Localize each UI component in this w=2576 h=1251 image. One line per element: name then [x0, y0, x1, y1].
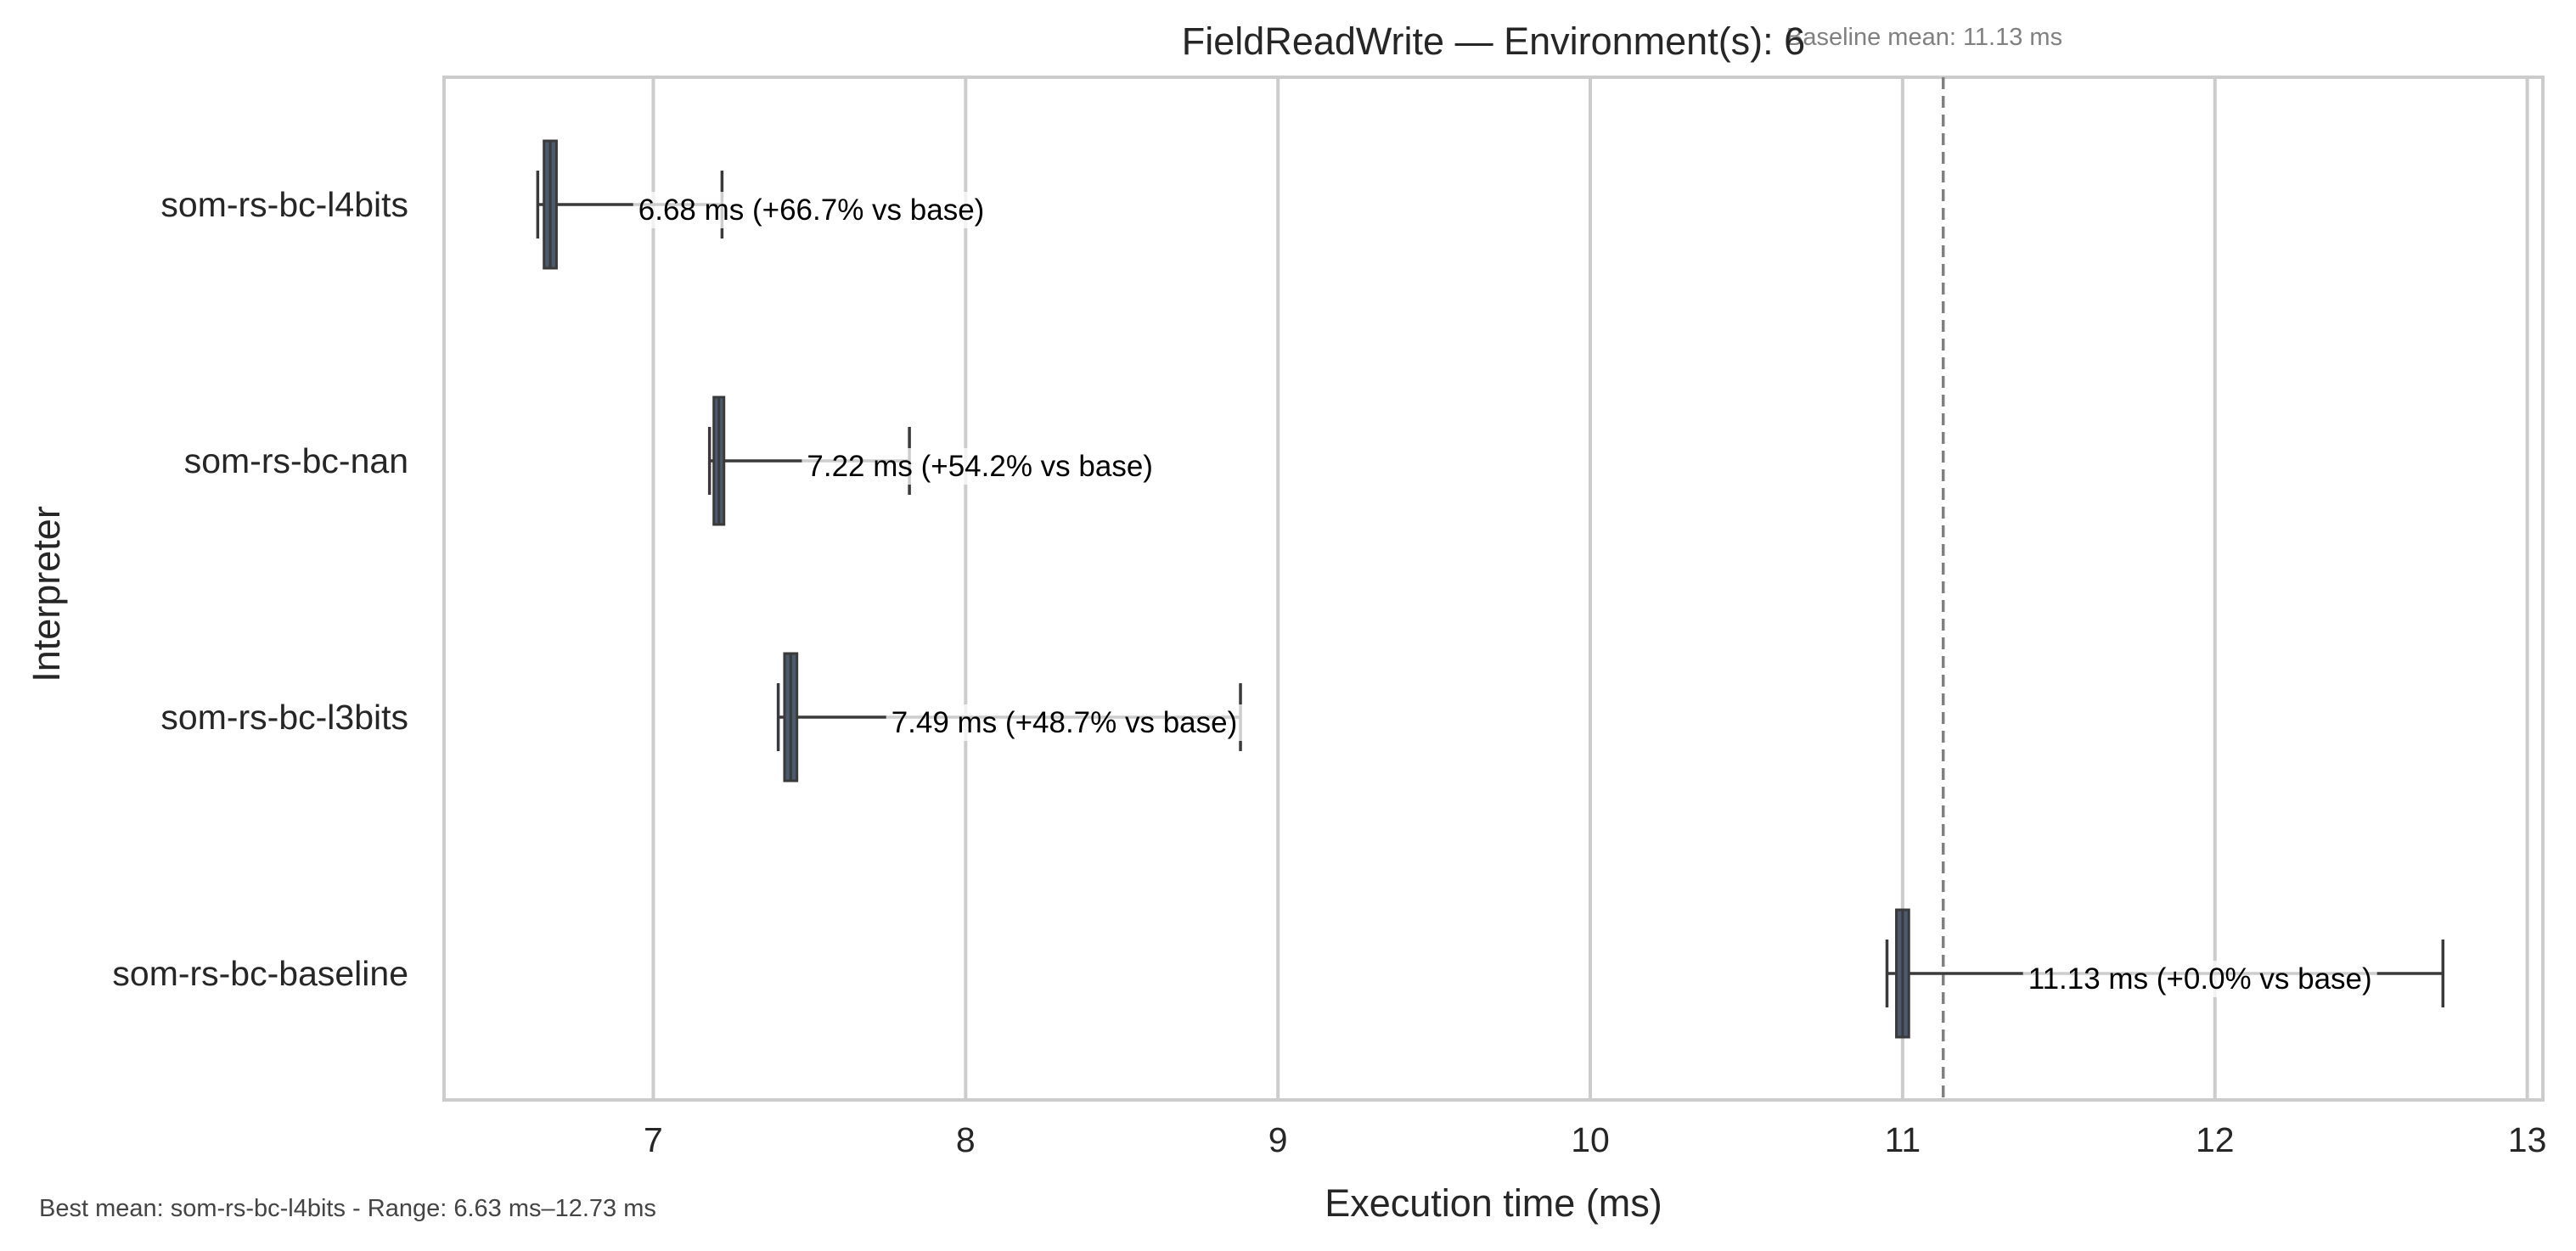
chart-title: FieldReadWrite — Environment(s): 6 — [1182, 20, 1805, 63]
mean-label-som-rs-bc-l4bits: 6.68 ms (+66.7% vs base) — [638, 194, 985, 227]
x-tick-label-10: 10 — [1571, 1120, 1610, 1159]
x-tick-label-12: 12 — [2196, 1120, 2235, 1159]
mean-label-som-rs-bc-l3bits: 7.49 ms (+48.7% vs base) — [891, 706, 1238, 739]
y-axis-label: Interpreter — [25, 506, 68, 682]
mean-label-bg — [801, 448, 1158, 485]
footnote: Best mean: som-rs-bc-l4bits - Range: 6.6… — [39, 1195, 656, 1222]
x-tick-label-9: 9 — [1268, 1120, 1288, 1159]
y-tick-label-som-rs-bc-l4bits: som-rs-bc-l4bits — [160, 185, 408, 224]
mean-label-bg — [2022, 961, 2377, 997]
x-tick-label-11: 11 — [1885, 1120, 1921, 1159]
baseline-label: Baseline mean: 11.13 ms — [1786, 24, 2062, 51]
y-tick-label-som-rs-bc-nan: som-rs-bc-nan — [184, 441, 408, 480]
mean-label-bg — [886, 704, 1243, 741]
y-tick-label-som-rs-bc-baseline: som-rs-bc-baseline — [112, 954, 408, 993]
x-tick-label-7: 7 — [644, 1120, 663, 1159]
mean-annotations: 6.68 ms (+66.7% vs base) 7.22 ms (+54.2% … — [633, 192, 2377, 997]
mean-label-som-rs-bc-nan: 7.22 ms (+54.2% vs base) — [807, 450, 1153, 483]
mean-label-bg — [633, 192, 990, 228]
gridlines — [651, 77, 2529, 1100]
x-axis-label: Execution time (ms) — [1325, 1181, 1662, 1225]
mean-label-som-rs-bc-baseline: 11.13 ms (+0.0% vs base) — [2028, 962, 2372, 996]
x-tick-label-13: 13 — [2508, 1120, 2547, 1159]
x-tick-labels: 7 8 9 10 11 12 13 — [644, 1120, 2546, 1159]
baseline-group: Baseline mean: 11.13 ms — [1786, 24, 2062, 1100]
y-tick-labels: som-rs-bc-l4bits som-rs-bc-nan som-rs-bc-l… — [112, 185, 408, 993]
x-tick-label-8: 8 — [956, 1120, 976, 1159]
plot-area — [442, 76, 2545, 1102]
y-tick-label-som-rs-bc-l3bits: som-rs-bc-l3bits — [160, 698, 408, 737]
